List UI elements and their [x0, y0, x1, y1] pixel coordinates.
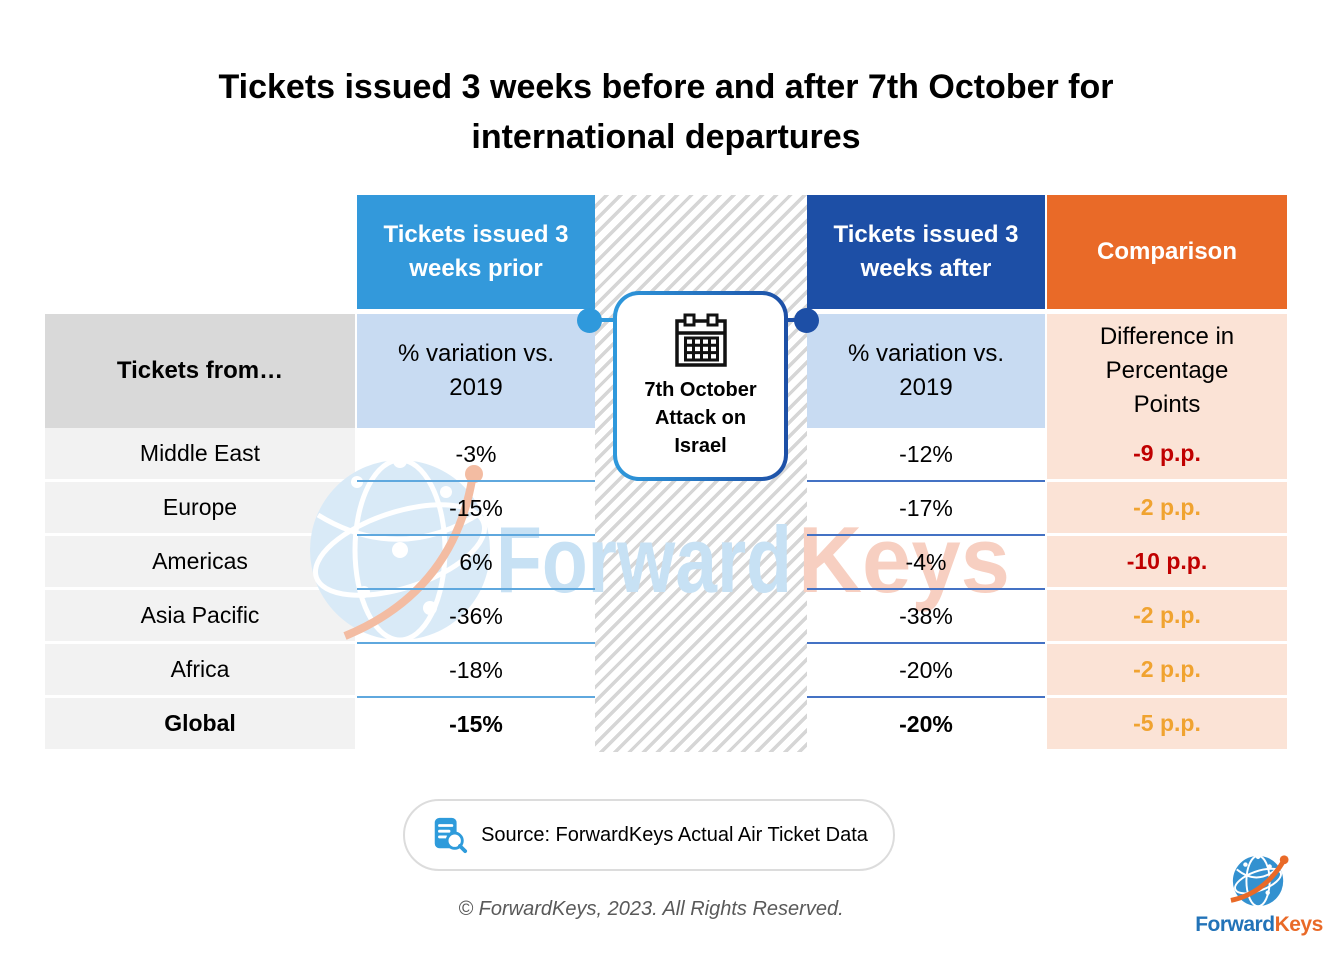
page-title: Tickets issued 3 weeks before and after … [0, 62, 1332, 162]
after-cell-bg [807, 590, 1045, 644]
after-row-separator [807, 534, 1045, 536]
event-callout: 7th October Attack on Israel [613, 291, 788, 481]
calendar-icon [674, 313, 727, 367]
prior-row-separator [357, 642, 595, 644]
row-label: Global [164, 710, 236, 736]
copyright-text: © ForwardKeys, 2023. All Rights Reserved… [458, 898, 844, 920]
column-header-after: Tickets issued 3 weeks after [807, 195, 1045, 309]
prior-cell-bg [357, 698, 595, 752]
comparison-value: -2 p.p. [1133, 602, 1201, 628]
column-header-prior: Tickets issued 3 weeks prior [357, 195, 595, 309]
comparison-value: -2 p.p. [1133, 656, 1201, 682]
comparison-cell-bg [1047, 644, 1287, 695]
after-row-separator [807, 480, 1045, 482]
after-value: -17% [899, 494, 953, 521]
row-header-tickets-from: Tickets from… [45, 314, 355, 428]
row-label: Middle East [139, 440, 261, 466]
after-cell-bg [807, 482, 1045, 536]
prior-value: -3% [455, 440, 497, 467]
after-row-separator [807, 642, 1045, 644]
comparison-cell-bg [1047, 698, 1287, 749]
comparison-cell-bg [1047, 536, 1287, 587]
after-row-separator [807, 696, 1045, 698]
row-label: Americas [152, 548, 248, 574]
title-line-1: Tickets issued 3 weeks before and after … [218, 68, 1114, 106]
subheader-prior-variation: % variation vs. 2019 [357, 314, 595, 428]
prior-row-separator [357, 696, 595, 698]
title-line-2: international departures [471, 118, 861, 156]
subheader-comparison-difference: Difference in Percentage Points [1047, 314, 1287, 428]
row-label-cell-bg [45, 698, 355, 749]
prior-value: -15% [449, 494, 503, 521]
prior-cell-bg [357, 644, 595, 698]
after-cell-bg [807, 536, 1045, 590]
prior-value: -18% [449, 656, 503, 683]
comparison-value: -2 p.p. [1133, 494, 1201, 520]
row-label-cell-bg [45, 536, 355, 587]
after-value: -20% [899, 656, 953, 683]
after-row-separator [807, 588, 1045, 590]
row-label: Africa [170, 656, 230, 682]
after-value: -12% [899, 440, 953, 467]
after-value: -38% [899, 602, 953, 629]
comparison-cell-bg [1047, 590, 1287, 641]
row-label: Asia Pacific [140, 602, 260, 628]
row-label-cell-bg [45, 644, 355, 695]
comparison-value: -10 p.p. [1126, 548, 1208, 574]
comparison-cell-bg [1047, 428, 1287, 479]
row-label-cell-bg [45, 590, 355, 641]
forwardkeys-logo-text: ForwardKeys [1195, 913, 1323, 936]
document-search-icon [434, 817, 468, 854]
after-cell-bg [807, 644, 1045, 698]
comparison-value: -9 p.p. [1133, 440, 1201, 466]
after-value: -4% [905, 548, 947, 575]
timeline-dot-right [794, 308, 819, 333]
after-cell-bg [807, 428, 1045, 482]
row-label-cell-bg [45, 482, 355, 533]
forwardkeys-logo-globe-icon [1230, 854, 1289, 908]
comparison-cell-bg [1047, 482, 1287, 533]
after-cell-bg [807, 698, 1045, 752]
row-label: Europe [162, 494, 238, 520]
prior-value: 6% [459, 548, 493, 575]
comparison-value: -5 p.p. [1133, 710, 1201, 736]
timeline-dot-left [577, 308, 602, 333]
source-label: Source: ForwardKeys Actual Air Ticket Da… [481, 823, 868, 846]
row-label-cell-bg [45, 428, 355, 479]
after-value: -20% [899, 710, 953, 737]
subheader-after-variation: % variation vs. 2019 [807, 314, 1045, 428]
source-pill: Source: ForwardKeys Actual Air Ticket Da… [403, 799, 895, 871]
prior-value: -36% [449, 602, 503, 629]
column-header-comparison: Comparison [1047, 195, 1287, 309]
prior-value: -15% [449, 710, 503, 737]
event-callout-label: 7th October Attack on Israel [644, 378, 757, 457]
